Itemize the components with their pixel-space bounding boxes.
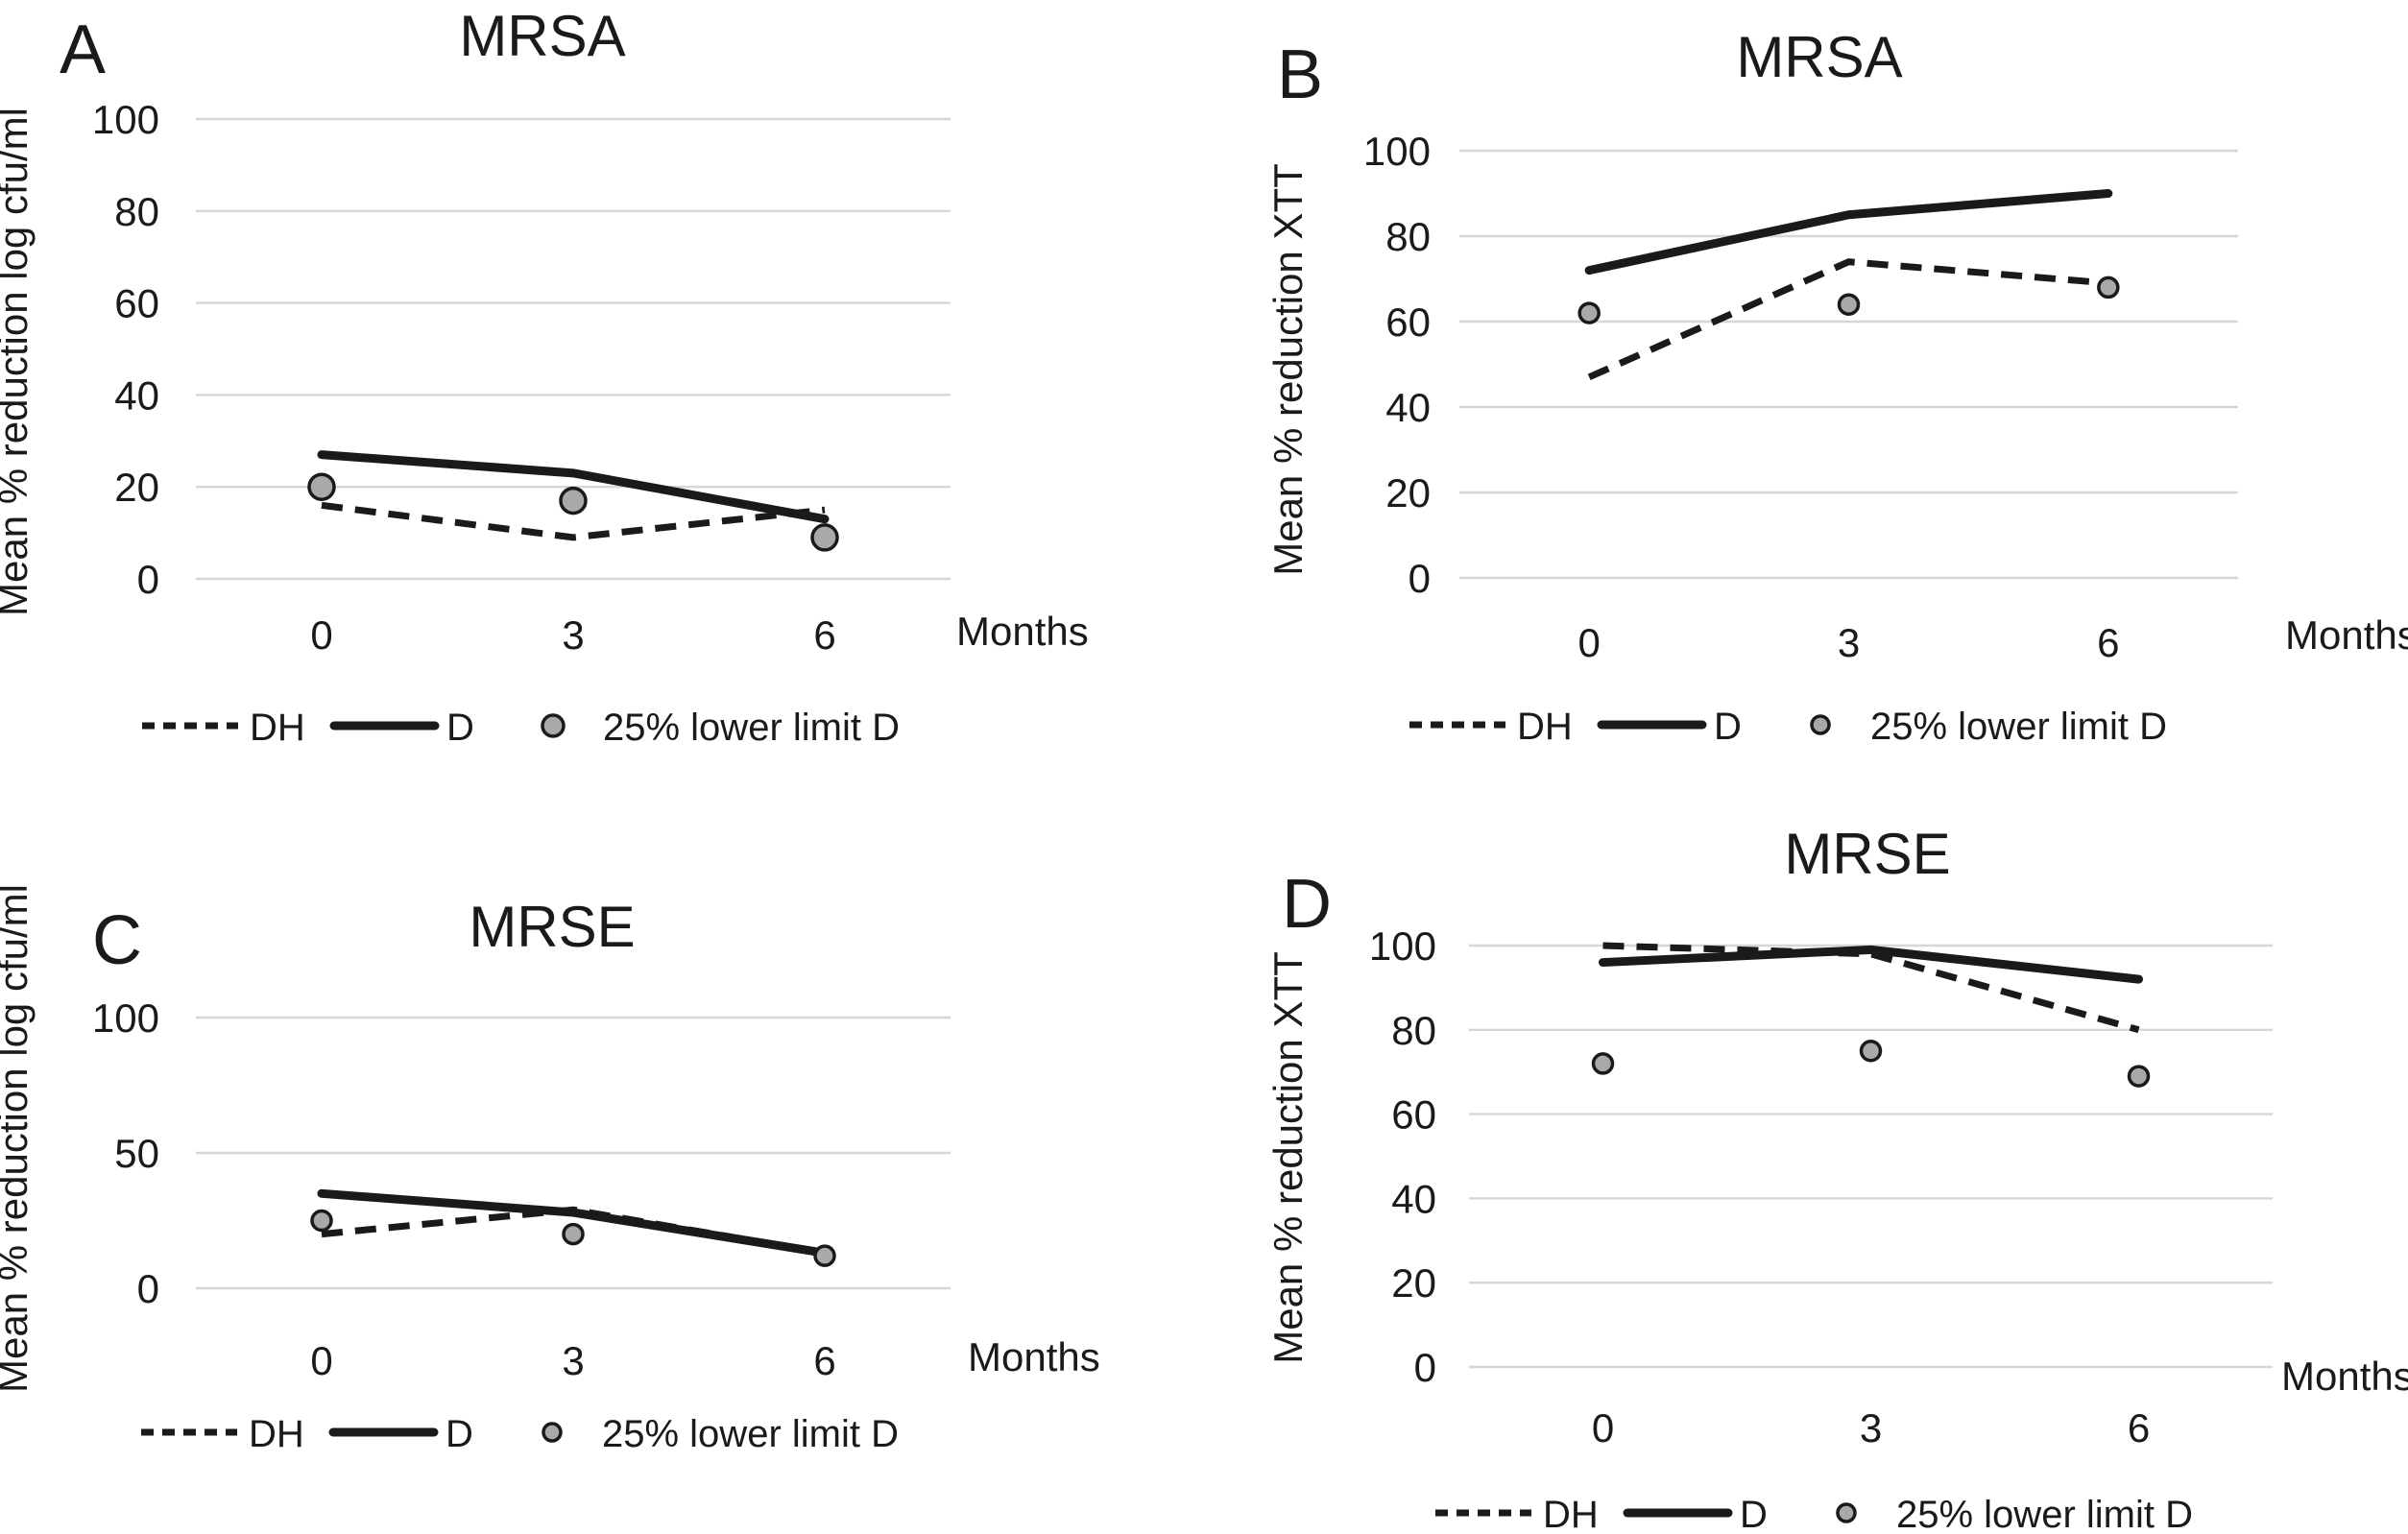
legend-d-label: D bbox=[1740, 1494, 1768, 1534]
panel-b-mrsa-xtt: 0 20 40 60 80 100 0 3 6 Months MRSA B Mean % reducti… bbox=[1265, 25, 2408, 748]
y-tick-label: 0 bbox=[137, 1266, 159, 1311]
series-dh-line bbox=[1587, 258, 2109, 381]
legend-d-label: D bbox=[445, 1413, 473, 1455]
legend-d-label: D bbox=[446, 707, 474, 749]
y-tick-label: 80 bbox=[114, 189, 159, 234]
series-dh-line bbox=[1602, 942, 2140, 1034]
panel-title: MRSE bbox=[469, 895, 635, 959]
legend-dh-label: DH bbox=[1543, 1494, 1599, 1534]
y-tick-label: 100 bbox=[92, 97, 159, 142]
legend-dh-label: DH bbox=[1517, 706, 1573, 748]
lower-limit-point bbox=[1837, 293, 1861, 316]
lower-limit-point bbox=[810, 523, 839, 552]
legend-dot-swatch bbox=[1810, 714, 1831, 735]
y-tick-label: 60 bbox=[1391, 1092, 1436, 1138]
x-tick-label: 3 bbox=[562, 612, 584, 658]
x-tick-label: 6 bbox=[813, 1338, 835, 1383]
panel-d-mrse-xtt: 0 20 40 60 80 100 0 3 6 Months MRSE D Mean % reducti… bbox=[1265, 822, 2408, 1534]
y-tick-label: 0 bbox=[1409, 556, 1431, 601]
y-tick-label: 80 bbox=[1385, 214, 1431, 259]
x-tick-label: 3 bbox=[562, 1338, 584, 1383]
legend-dh-label: DH bbox=[249, 1413, 304, 1455]
lower-limit-point bbox=[559, 486, 588, 515]
x-tick-label: 0 bbox=[310, 612, 332, 658]
lower-limit-point bbox=[1591, 1052, 1615, 1075]
x-tick-label: 0 bbox=[1592, 1405, 1614, 1450]
panel-a-mrsa-cfu: 0 20 40 60 80 100 0 3 6 Months MRSA A Mean % reducti… bbox=[0, 4, 1089, 749]
y-tick-label: 50 bbox=[114, 1131, 159, 1176]
lower-limit-point bbox=[1577, 301, 1601, 324]
panel-title: MRSA bbox=[1736, 25, 1902, 89]
y-tick-label: 100 bbox=[1369, 923, 1436, 969]
series-dh-line bbox=[321, 501, 826, 541]
y-tick-label: 0 bbox=[137, 557, 159, 602]
lower-limit-point bbox=[310, 1209, 333, 1233]
y-axis-label: Mean % reduction log cfu/ml bbox=[0, 884, 36, 1393]
y-axis-label: Mean % reduction XTT bbox=[1265, 163, 1311, 576]
x-axis-label: Months bbox=[968, 1334, 1100, 1379]
series-d-line bbox=[1584, 189, 2113, 276]
panel-letter: B bbox=[1277, 36, 1323, 113]
panel-letter: A bbox=[60, 12, 106, 88]
series-d-line bbox=[317, 450, 830, 524]
y-tick-label: 0 bbox=[1414, 1345, 1436, 1390]
x-tick-label: 0 bbox=[310, 1338, 332, 1383]
y-tick-label: 20 bbox=[114, 465, 159, 510]
x-tick-label: 6 bbox=[2128, 1405, 2150, 1450]
x-axis-label: Months bbox=[956, 609, 1089, 654]
panel-c-mrse-cfu: 0 50 100 0 3 6 Months MRSE C Mean % reduction log… bbox=[0, 884, 1100, 1455]
x-tick-label: 6 bbox=[813, 612, 835, 658]
y-tick-label: 60 bbox=[1385, 300, 1431, 345]
y-tick-label: 100 bbox=[92, 995, 159, 1041]
y-tick-label: 60 bbox=[114, 281, 159, 326]
legend-dot-label: 25% lower limit D bbox=[1896, 1494, 2193, 1534]
lower-limit-point bbox=[2127, 1065, 2151, 1088]
x-tick-label: 3 bbox=[1860, 1405, 1882, 1450]
legend-dot-label: 25% lower limit D bbox=[603, 707, 900, 749]
panel-title: MRSE bbox=[1784, 822, 1950, 886]
lower-limit-point bbox=[2097, 276, 2120, 300]
y-tick-label: 100 bbox=[1363, 129, 1431, 174]
x-axis-label: Months bbox=[2281, 1354, 2408, 1399]
lower-limit-point bbox=[1859, 1040, 1883, 1063]
lower-limit-point bbox=[562, 1222, 585, 1246]
legend-dot-swatch bbox=[542, 1422, 563, 1443]
x-tick-label: 6 bbox=[2097, 620, 2119, 665]
y-axis-label: Mean % reduction log cfu/ml bbox=[0, 108, 36, 616]
legend-dot-swatch bbox=[541, 713, 566, 738]
panel-letter: C bbox=[92, 902, 142, 979]
panel-letter: D bbox=[1282, 866, 1332, 943]
series-d-line bbox=[1599, 945, 2143, 984]
x-axis-label: Months bbox=[2285, 612, 2408, 658]
legend-dot-label: 25% lower limit D bbox=[1870, 706, 2167, 748]
y-tick-label: 20 bbox=[1391, 1260, 1436, 1306]
panel-title: MRSA bbox=[459, 4, 625, 68]
legend-dot-swatch bbox=[1836, 1502, 1857, 1523]
y-tick-label: 40 bbox=[1385, 385, 1431, 430]
y-tick-label: 40 bbox=[1391, 1176, 1436, 1221]
legend-dot-label: 25% lower limit D bbox=[602, 1413, 899, 1455]
x-tick-label: 3 bbox=[1838, 620, 1860, 665]
y-tick-label: 80 bbox=[1391, 1008, 1436, 1053]
legend-d-label: D bbox=[1714, 706, 1742, 748]
y-tick-label: 40 bbox=[114, 372, 159, 418]
series-d-line bbox=[317, 1188, 830, 1258]
x-tick-label: 0 bbox=[1577, 620, 1600, 665]
y-axis-label: Mean % reduction XTT bbox=[1265, 951, 1311, 1364]
y-tick-label: 20 bbox=[1385, 470, 1431, 515]
lower-limit-point bbox=[813, 1244, 836, 1267]
lower-limit-point bbox=[307, 472, 336, 501]
legend-dh-label: DH bbox=[250, 707, 305, 749]
